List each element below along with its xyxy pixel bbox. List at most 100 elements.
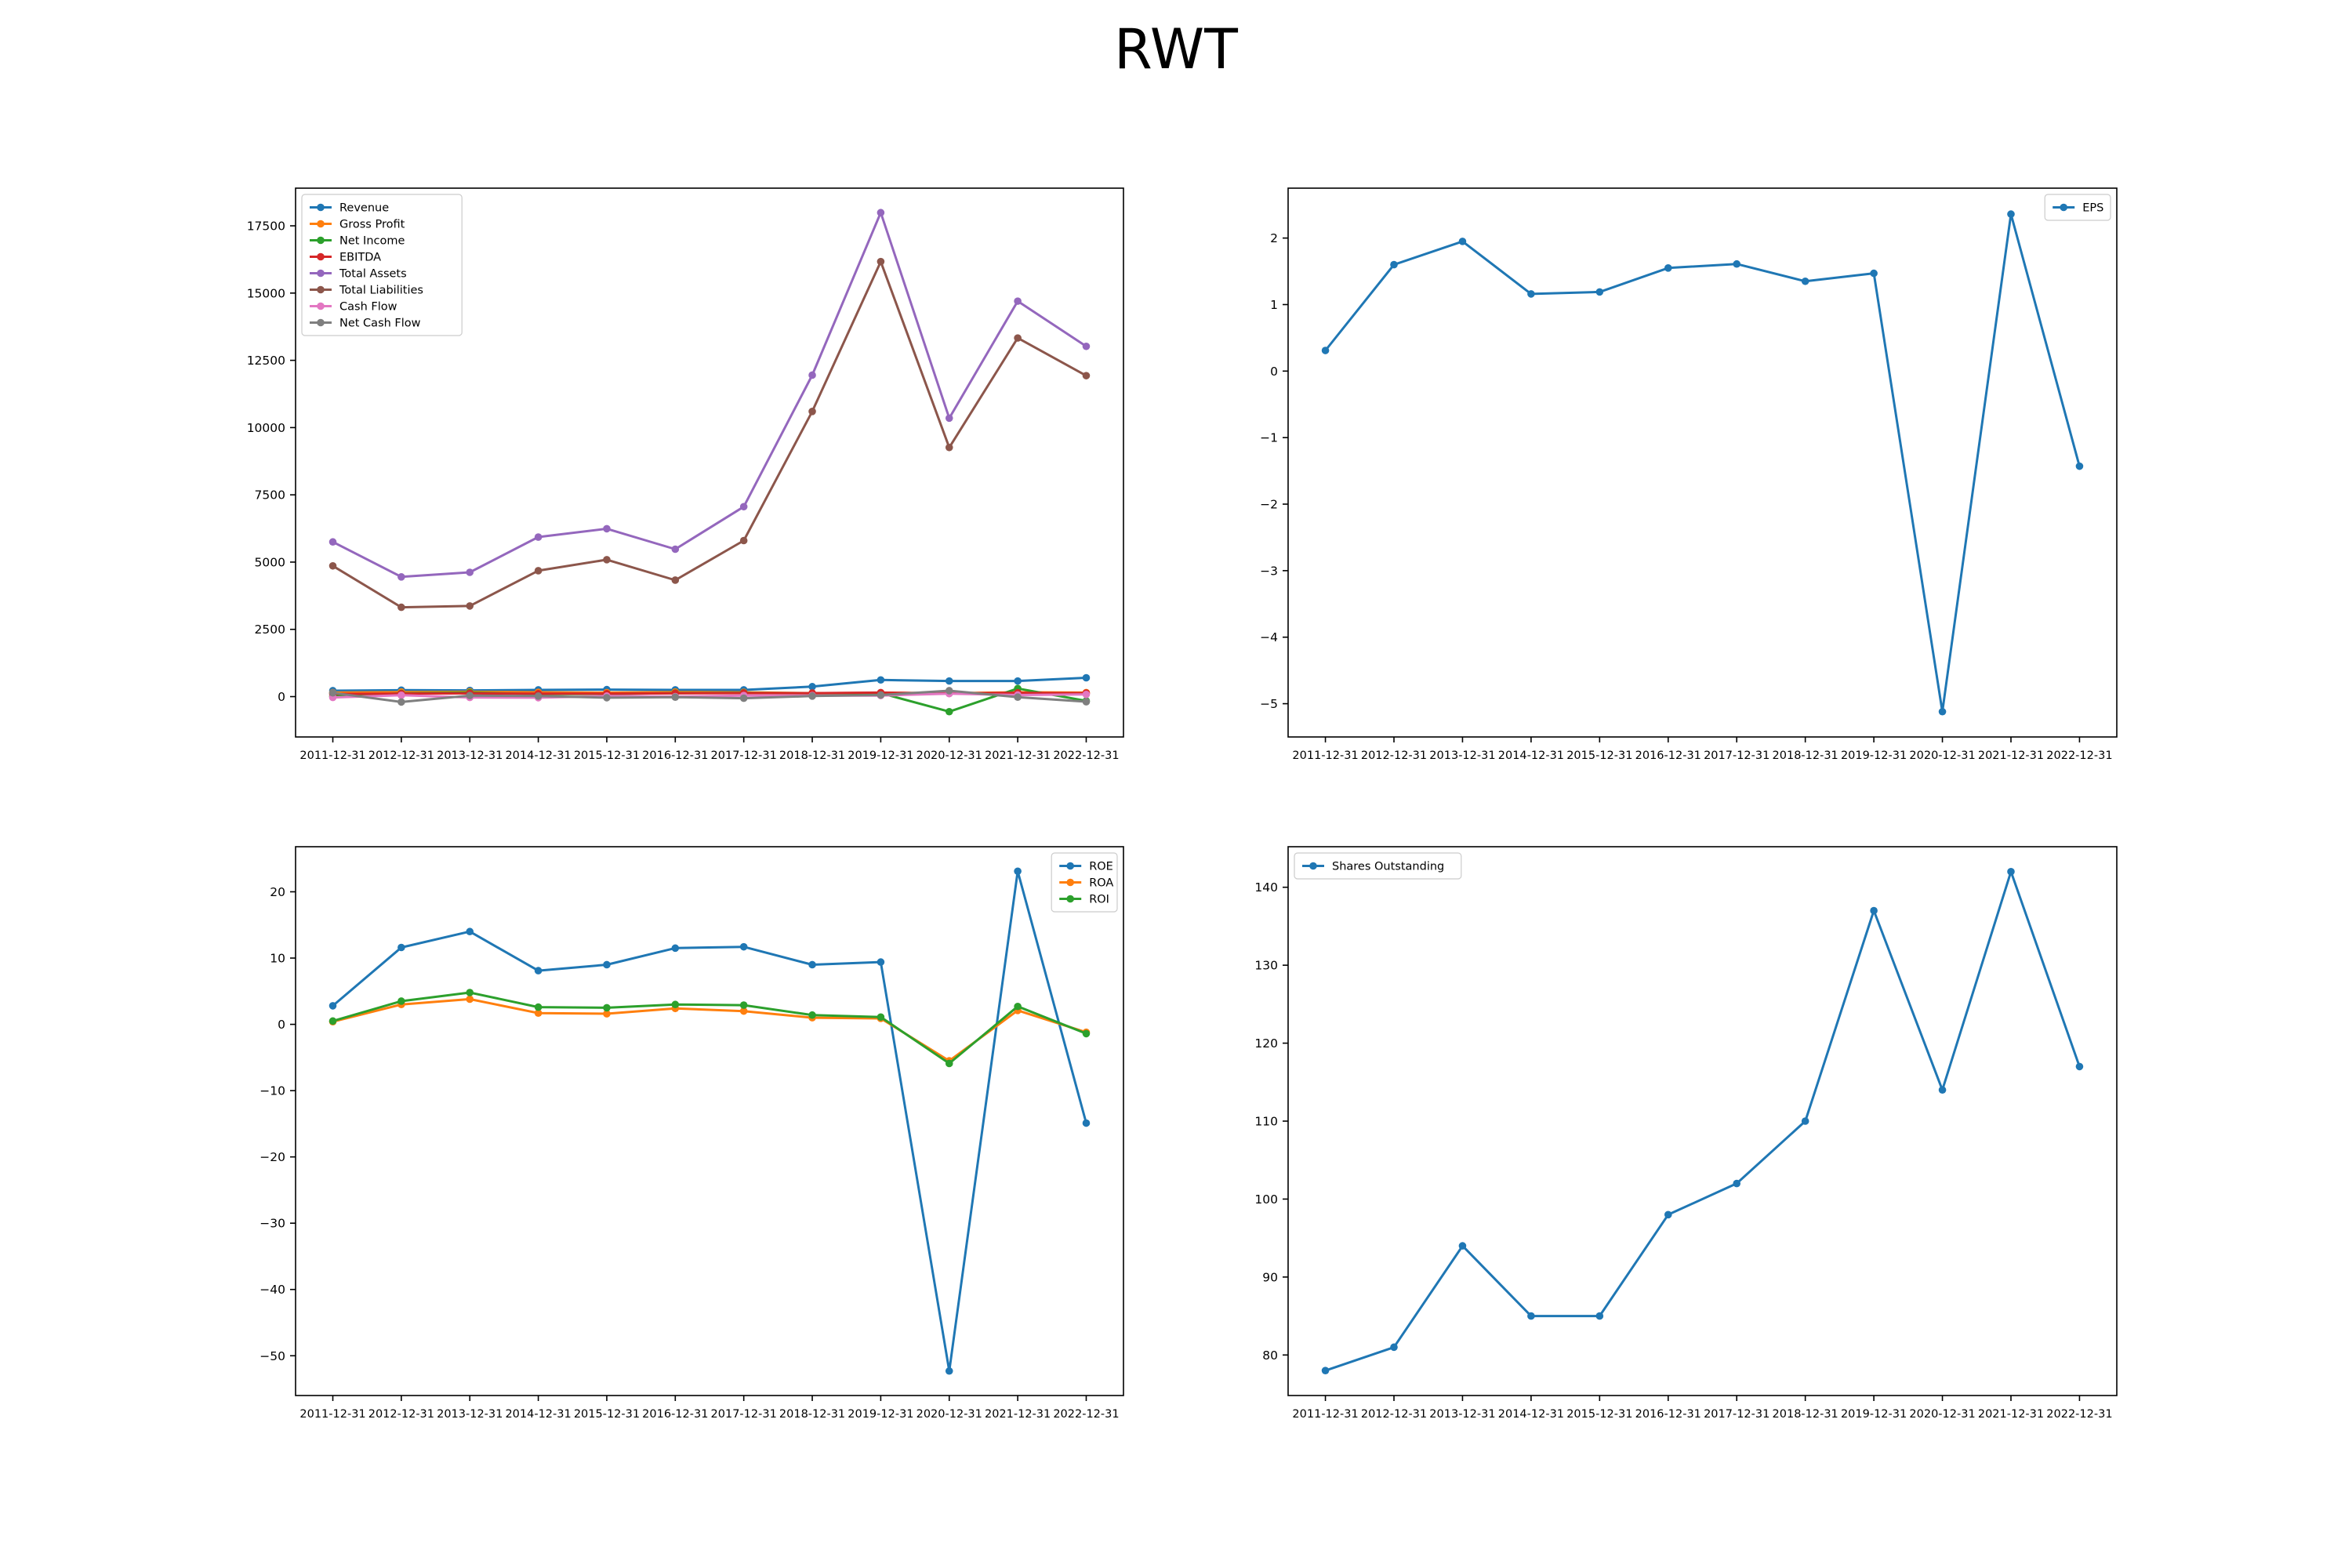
x-tick-label: 2016-12-31 (642, 1408, 708, 1421)
y-tick-label: 12500 (247, 354, 285, 368)
data-point (671, 693, 680, 702)
legend-marker (317, 252, 325, 261)
data-point (466, 568, 474, 576)
legend-marker (317, 236, 325, 245)
data-point (1321, 1367, 1330, 1374)
y-tick-label: 1 (1270, 298, 1278, 312)
series-line (332, 260, 1087, 609)
x-tick-label: 2015-12-31 (574, 1408, 640, 1421)
x-tick-label: 2013-12-31 (1429, 1408, 1495, 1421)
data-point (1082, 690, 1091, 699)
data-point (808, 408, 816, 416)
data-point (328, 688, 337, 697)
y-tick-label: −10 (260, 1084, 285, 1098)
data-point (397, 691, 405, 699)
data-point (1595, 288, 1604, 296)
data-point (1595, 1312, 1604, 1320)
legend-marker (317, 318, 325, 327)
data-point (945, 707, 953, 716)
x-tick-label: 2017-12-31 (711, 1408, 777, 1421)
x-tick-label: 2013-12-31 (1429, 750, 1495, 762)
x-tick-label: 2017-12-31 (711, 750, 777, 762)
figure-title: RWT (1114, 17, 1238, 82)
legend-marker (317, 220, 325, 228)
data-point (1082, 372, 1091, 379)
data-point (1938, 707, 1947, 716)
data-point (1082, 673, 1091, 682)
x-tick-label: 2021-12-31 (1978, 1408, 2044, 1421)
data-point (397, 573, 405, 581)
x-tick-label: 2017-12-31 (1704, 1408, 1769, 1421)
data-point (534, 1009, 543, 1017)
data-point (739, 503, 748, 511)
x-tick-label: 2022-12-31 (2046, 1408, 2112, 1421)
data-point (1390, 260, 1398, 269)
data-point (397, 698, 405, 706)
series-eps (1321, 210, 2084, 716)
data-point (1458, 1242, 1467, 1250)
data-point (671, 545, 680, 554)
chart-panel-2: 2011-12-31 2012-12-31 2013-12-31 2014-12-31… (1260, 187, 2118, 762)
data-point (534, 692, 543, 700)
series-line (332, 211, 1087, 579)
series-line (332, 991, 1087, 1065)
y-tick-label: 20 (270, 885, 285, 899)
data-point (877, 691, 885, 699)
data-point (603, 556, 611, 564)
data-point (1082, 698, 1091, 706)
y-tick-label: −1 (1260, 431, 1278, 445)
y-tick-label: −30 (260, 1217, 285, 1231)
data-point (397, 997, 405, 1005)
x-tick-label: 2019-12-31 (848, 1408, 913, 1421)
legend-marker (317, 269, 325, 278)
x-tick-label: 2021-12-31 (985, 750, 1051, 762)
x-tick-label: 2018-12-31 (1773, 750, 1838, 762)
y-tick-label: −50 (260, 1349, 285, 1363)
data-point (739, 1007, 748, 1015)
x-tick-label: 2012-12-31 (368, 1408, 434, 1421)
data-point (2075, 462, 2084, 470)
data-point (877, 209, 885, 217)
y-tick-label: 2500 (255, 622, 285, 637)
x-tick-label: 2011-12-31 (1292, 750, 1358, 762)
series-line (332, 689, 1087, 703)
x-tick-label: 2022-12-31 (2046, 750, 2112, 762)
legend-marker (1066, 862, 1074, 870)
data-point (1733, 260, 1741, 268)
data-point (945, 687, 953, 695)
data-point (671, 1000, 680, 1009)
data-point (1938, 1086, 1947, 1094)
series-line (332, 997, 1087, 1062)
legend-label: ROE (1089, 861, 1113, 873)
data-point (739, 536, 748, 545)
legend-box (301, 194, 463, 336)
data-point (739, 694, 748, 702)
legend-box (2044, 194, 2111, 221)
x-tick-label: 2013-12-31 (437, 750, 503, 762)
data-point (808, 683, 816, 691)
x-tick-label: 2012-12-31 (1361, 1408, 1427, 1421)
series-roi (328, 989, 1091, 1068)
x-tick-label: 2018-12-31 (1773, 1408, 1838, 1421)
series-line (1324, 212, 2081, 713)
legend-marker (1066, 895, 1074, 903)
data-point (1014, 677, 1022, 685)
data-point (1321, 347, 1330, 354)
x-tick-label: 2020-12-31 (916, 750, 982, 762)
axes-frame (295, 846, 1124, 1396)
legend: ROE ROA ROI (1051, 852, 1118, 913)
data-point (877, 676, 885, 684)
legend-marker (1309, 862, 1317, 870)
data-point (1870, 906, 1878, 915)
data-point (1082, 342, 1091, 350)
legend-marker (1066, 878, 1074, 887)
data-point (877, 257, 885, 266)
data-point (1870, 269, 1878, 278)
legend-label: EPS (2082, 202, 2103, 215)
data-point (328, 561, 337, 570)
x-tick-label: 2016-12-31 (642, 750, 708, 762)
x-tick-label: 2020-12-31 (1909, 750, 1975, 762)
data-point (603, 1010, 611, 1018)
legend: Shares Outstanding (1294, 852, 1462, 880)
data-point (1527, 290, 1535, 298)
